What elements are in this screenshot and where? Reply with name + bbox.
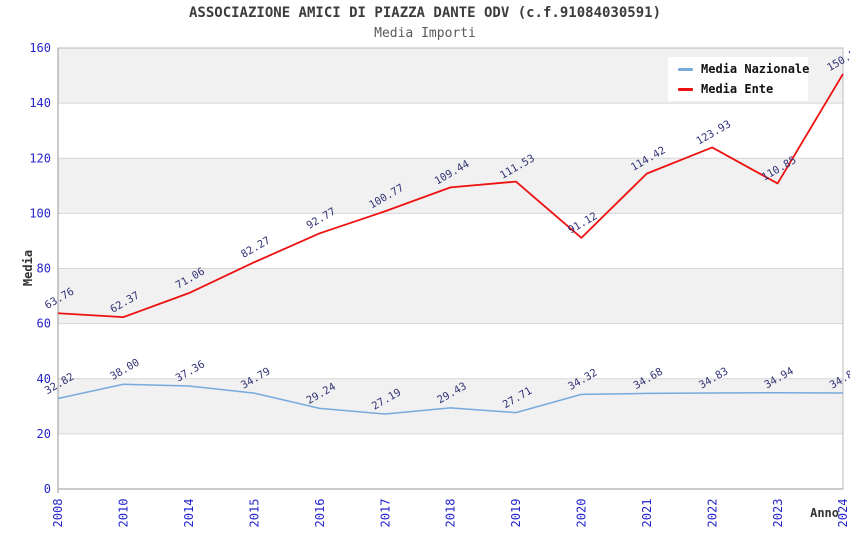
y-tick-label: 120 [29,151,51,165]
x-tick-label: 2022 [705,499,719,528]
y-tick-label: 0 [44,482,51,496]
x-tick-label: 2024 [836,499,850,528]
plot-band [58,103,843,159]
x-tick-label: 2021 [640,499,654,528]
legend: Media Nazionale Media Ente [668,57,810,101]
series-line-media-ente [57,73,844,318]
y-tick-label: 40 [37,372,51,386]
x-axis-title: Anno [810,506,839,520]
x-tick-label: 2023 [771,499,785,528]
x-tick-label: 2010 [117,499,131,528]
plot-band [58,213,843,269]
legend-swatch-blue-line-icon [678,67,693,71]
x-tick-label: 2019 [509,499,523,528]
plot-band [58,158,843,214]
chart-subtitle: Media Importi [374,26,476,41]
y-axis-title: Media [21,249,35,287]
legend-swatch-red-line-icon [678,87,693,91]
y-tick-label: 100 [29,206,51,220]
x-tick-label: 2008 [51,499,65,528]
chart-title: ASSOCIAZIONE AMICI DI PIAZZA DANTE ODV (… [188,5,661,21]
legend-item-media-ente: Media Ente [678,82,808,96]
plot-band [58,433,843,489]
x-tick-label: 2016 [313,499,327,528]
x-tick-label: 2018 [444,499,458,528]
legend-label: Media Nazionale [701,62,810,76]
plot-band [58,378,843,434]
y-tick-label: 160 [29,41,51,55]
x-tick-label: 2020 [575,499,589,528]
y-tick-label: 140 [29,96,51,110]
y-tick-label: 20 [37,427,51,441]
y-tick-label: 60 [37,317,51,331]
y-tick-label: 80 [37,262,51,276]
x-tick-label: 2014 [182,499,196,528]
series-line-media-nazionale [57,383,844,415]
plot-band [58,323,843,379]
x-tick-label: 2017 [378,499,392,528]
plot-band [58,268,843,324]
legend-item-media-nazionale: Media Nazionale [678,62,810,76]
legend-label: Media Ente [701,82,774,96]
x-tick-label: 2015 [247,499,261,528]
